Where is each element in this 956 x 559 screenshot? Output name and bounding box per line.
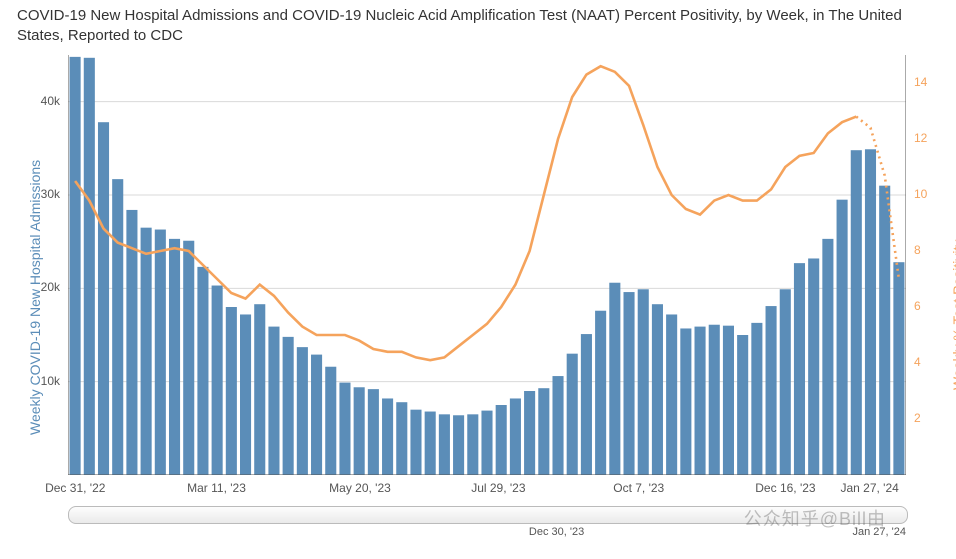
- bar[interactable]: [283, 337, 294, 475]
- bar[interactable]: [851, 150, 862, 475]
- bar[interactable]: [425, 412, 436, 475]
- chart-title: COVID-19 New Hospital Admissions and COV…: [17, 6, 917, 45]
- bar[interactable]: [396, 402, 407, 475]
- bar[interactable]: [112, 179, 123, 475]
- bar[interactable]: [837, 200, 848, 475]
- bar[interactable]: [666, 314, 677, 475]
- x-tick-label: May 20, '23: [329, 481, 409, 495]
- bar[interactable]: [141, 228, 152, 475]
- y1-tick-label: 40k: [41, 94, 60, 108]
- bar[interactable]: [751, 323, 762, 475]
- bar[interactable]: [297, 347, 308, 475]
- bar[interactable]: [453, 415, 464, 475]
- bar[interactable]: [496, 405, 507, 475]
- bar[interactable]: [538, 388, 549, 475]
- y2-tick-label: 10: [914, 187, 927, 201]
- chart-container: { "title": "COVID-19 New Hospital Admiss…: [0, 0, 956, 559]
- bar[interactable]: [893, 262, 904, 475]
- y1-tick-label: 30k: [41, 187, 60, 201]
- bar[interactable]: [808, 258, 819, 475]
- bar[interactable]: [183, 241, 194, 475]
- bar[interactable]: [354, 387, 365, 475]
- bar[interactable]: [311, 355, 322, 475]
- range-slider[interactable]: [68, 506, 908, 524]
- y2-tick-label: 2: [914, 411, 921, 425]
- bar[interactable]: [794, 263, 805, 475]
- bar[interactable]: [226, 307, 237, 475]
- bar[interactable]: [595, 311, 606, 475]
- x-tick-label: Oct 7, '23: [613, 481, 693, 495]
- bar[interactable]: [240, 314, 251, 475]
- bar[interactable]: [609, 283, 620, 475]
- bar[interactable]: [169, 239, 180, 475]
- bar[interactable]: [98, 122, 109, 475]
- x-tick-label: Jul 29, '23: [471, 481, 551, 495]
- bar[interactable]: [695, 327, 706, 475]
- plot-area[interactable]: [68, 55, 906, 475]
- slider-left-label: Dec 30, '23: [529, 526, 584, 538]
- bar[interactable]: [723, 326, 734, 475]
- bar[interactable]: [439, 414, 450, 475]
- bar[interactable]: [325, 367, 336, 475]
- positivity-line-dashed[interactable]: [856, 117, 899, 279]
- bar[interactable]: [268, 327, 279, 475]
- bar[interactable]: [780, 289, 791, 475]
- chart-svg: [68, 55, 906, 475]
- y2-tick-label: 12: [914, 131, 927, 145]
- bar[interactable]: [680, 328, 691, 475]
- bar[interactable]: [652, 304, 663, 475]
- bar[interactable]: [822, 239, 833, 475]
- bar[interactable]: [524, 391, 535, 475]
- bar[interactable]: [339, 383, 350, 475]
- x-tick-label: Mar 11, '23: [187, 481, 267, 495]
- y1-tick-label: 10k: [41, 374, 60, 388]
- bar[interactable]: [737, 335, 748, 475]
- y2-tick-label: 6: [914, 299, 921, 313]
- y2-tick-label: 14: [914, 75, 927, 89]
- bar[interactable]: [581, 334, 592, 475]
- bar[interactable]: [197, 267, 208, 475]
- bar[interactable]: [879, 186, 890, 475]
- x-tick-label: Dec 16, '23: [755, 481, 835, 495]
- slider-right-label: Jan 27, '24: [853, 526, 906, 538]
- x-tick-label: Dec 31, '22: [45, 481, 125, 495]
- bar[interactable]: [254, 304, 265, 475]
- bar[interactable]: [567, 354, 578, 475]
- y2-axis-label: Weekly % Test Positivity: [950, 240, 956, 390]
- bar[interactable]: [766, 306, 777, 475]
- y1-axis-label: Weekly COVID-19 New Hospital Admissions: [27, 160, 43, 435]
- bar[interactable]: [510, 398, 521, 475]
- x-tick-label: Jan 27, '24: [840, 481, 920, 495]
- bar[interactable]: [84, 58, 95, 475]
- bar[interactable]: [865, 149, 876, 475]
- bar[interactable]: [638, 289, 649, 475]
- bar[interactable]: [70, 57, 81, 475]
- bar[interactable]: [552, 376, 563, 475]
- bar[interactable]: [382, 398, 393, 475]
- y1-tick-label: 20k: [41, 280, 60, 294]
- bar[interactable]: [709, 325, 720, 475]
- bar[interactable]: [155, 230, 166, 475]
- bar[interactable]: [410, 410, 421, 475]
- bar[interactable]: [467, 414, 478, 475]
- bar[interactable]: [623, 292, 634, 475]
- bar[interactable]: [368, 389, 379, 475]
- y2-tick-label: 4: [914, 355, 921, 369]
- bar[interactable]: [481, 411, 492, 475]
- y2-tick-label: 8: [914, 243, 921, 257]
- bar[interactable]: [212, 286, 223, 475]
